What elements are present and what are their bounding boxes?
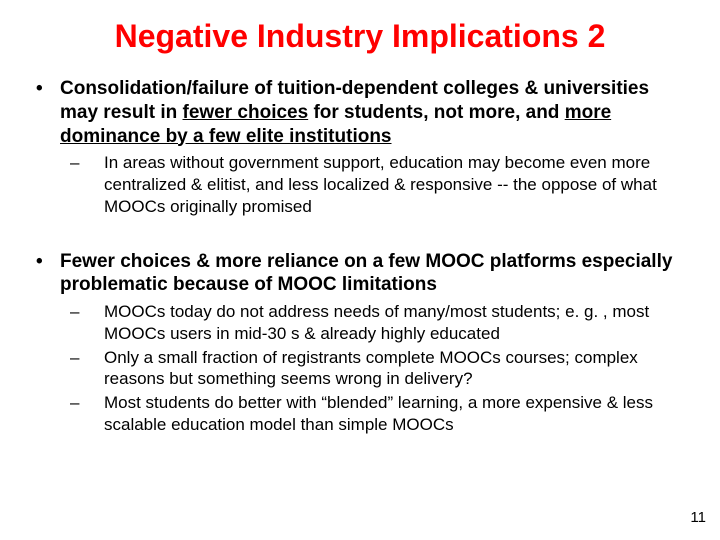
- bullet-2-sub-3: – Most students do better with “blended”…: [70, 392, 688, 436]
- dash-icon: –: [70, 392, 104, 436]
- bullet-2-text: Fewer choices & more reliance on a few M…: [60, 250, 688, 298]
- bullet-1-u1: fewer choices: [183, 102, 309, 123]
- bullet-2-sub-3-text: Most students do better with “blended” l…: [104, 392, 688, 436]
- bullet-dot: •: [32, 250, 60, 298]
- dash-icon: –: [70, 152, 104, 217]
- bullet-1-sub-1-text: In areas without government support, edu…: [104, 152, 688, 217]
- bullet-2-sub-1-text: MOOCs today do not address needs of many…: [104, 301, 688, 345]
- bullet-1-mid: for students, not more, and: [308, 102, 565, 123]
- bullet-2-sub-2-text: Only a small fraction of registrants com…: [104, 347, 688, 391]
- page-number: 11: [690, 509, 706, 526]
- bullet-dot: •: [32, 77, 60, 148]
- dash-icon: –: [70, 301, 104, 345]
- dash-icon: –: [70, 347, 104, 391]
- bullet-2: • Fewer choices & more reliance on a few…: [32, 250, 688, 298]
- bullet-2-sub-1: – MOOCs today do not address needs of ma…: [70, 301, 688, 345]
- bullet-1-sub-1: – In areas without government support, e…: [70, 152, 688, 217]
- bullet-1-text: Consolidation/failure of tuition-depende…: [60, 77, 688, 148]
- bullet-2-sub-2: – Only a small fraction of registrants c…: [70, 347, 688, 391]
- bullet-1: • Consolidation/failure of tuition-depen…: [32, 77, 688, 148]
- spacer: [32, 220, 688, 250]
- slide-title: Negative Industry Implications 2: [32, 18, 688, 55]
